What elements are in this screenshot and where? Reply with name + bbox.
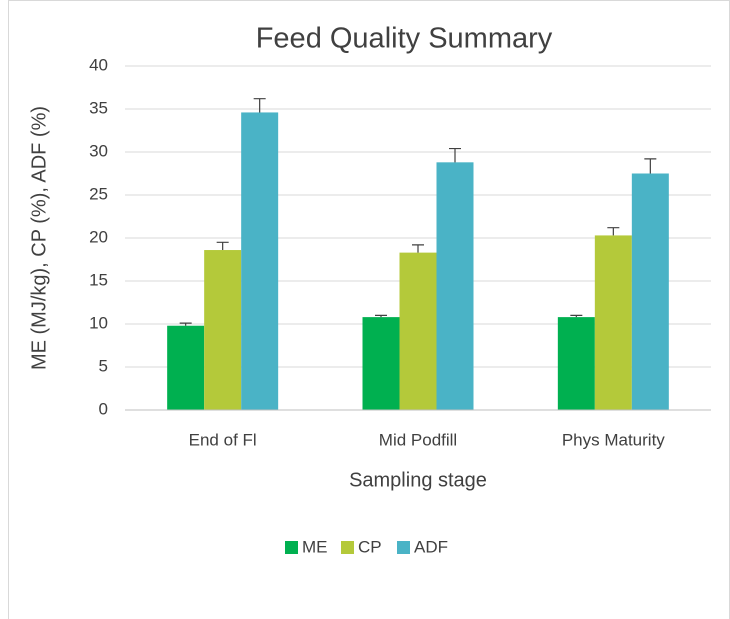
legend-swatch — [285, 541, 298, 554]
y-tick-label: 35 — [89, 98, 108, 117]
y-tick-label: 5 — [99, 356, 108, 375]
error-bar — [607, 227, 620, 236]
y-tick-label: 0 — [99, 399, 108, 418]
error-bar — [449, 147, 461, 163]
bar — [204, 250, 242, 410]
error-bar — [375, 314, 387, 318]
legend-label: CP — [358, 537, 382, 556]
y-tick-label: 10 — [89, 313, 108, 332]
error-bar — [216, 241, 229, 251]
y-tick-label: 40 — [89, 55, 108, 74]
error-bar — [253, 98, 266, 113]
error-bar — [412, 244, 424, 253]
bar — [557, 317, 595, 410]
bar — [167, 325, 205, 410]
y-axis-label: ME (MJ/kg), CP (%), ADF (%) — [28, 106, 50, 370]
x-tick-label: End of Fl — [189, 430, 257, 449]
y-tick-label: 30 — [89, 141, 108, 160]
bar — [362, 317, 400, 410]
legend-label: ME — [302, 537, 328, 556]
y-tick-label: 25 — [89, 184, 108, 203]
y-tick-label: 15 — [89, 270, 108, 289]
legend-swatch — [397, 541, 410, 554]
x-axis-label: Sampling stage — [349, 469, 487, 491]
bar — [241, 112, 279, 410]
bar — [594, 235, 632, 410]
error-bar — [570, 314, 583, 318]
bar — [399, 252, 437, 410]
chart-title: Feed Quality Summary — [256, 23, 553, 55]
x-tick-label: Phys Maturity — [562, 430, 665, 449]
x-tick-label: Mid Podfill — [379, 430, 457, 449]
bar — [631, 173, 669, 410]
bar — [436, 162, 474, 410]
error-bar — [644, 158, 657, 174]
legend-swatch — [341, 541, 354, 554]
legend-label: ADF — [414, 537, 448, 556]
y-tick-label: 20 — [89, 227, 108, 246]
error-bar — [179, 322, 192, 326]
